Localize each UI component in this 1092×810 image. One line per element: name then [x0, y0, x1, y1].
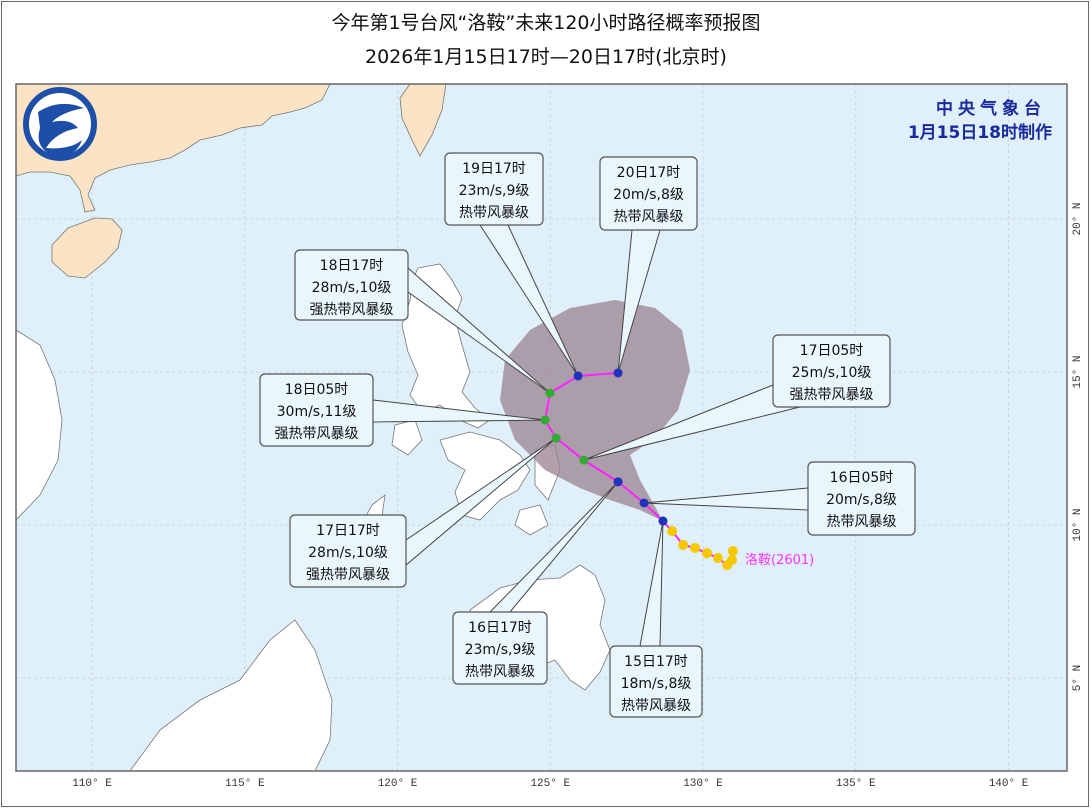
- past-position-marker: [678, 539, 689, 550]
- forecast-wind: 20m/s,8级: [613, 187, 684, 203]
- lon-tick-label: 125° E: [530, 778, 570, 790]
- forecast-position-marker: [658, 516, 668, 526]
- forecast-wind: 23m/s,9级: [459, 183, 530, 199]
- lon-tick-label: 140° E: [989, 778, 1029, 790]
- past-position-marker: [727, 546, 738, 557]
- map-subtitle: 2026年1月15日17时—20日17时(北京时): [365, 46, 727, 68]
- map-border: [15, 83, 1068, 772]
- lat-tick-label: 5° N: [1072, 665, 1084, 691]
- forecast-grade: 热带风暴级: [459, 205, 529, 221]
- lat-tick-label: 10° N: [1072, 508, 1084, 541]
- forecast-grade: 热带风暴级: [465, 664, 535, 680]
- forecast-position-marker: [545, 388, 555, 398]
- lon-tick-label: 120° E: [378, 778, 418, 790]
- forecast-time: 19日17时: [462, 161, 526, 177]
- forecast-position-marker: [613, 368, 623, 378]
- forecast-labels: 15日17时18m/s,8级热带风暴级16日05时20m/s,8级热带风暴级16…: [259, 152, 916, 718]
- luzon-island: [401, 263, 491, 429]
- forecast-wind: 28m/s,10级: [308, 545, 388, 561]
- forecast-wind: 30m/s,11级: [277, 404, 357, 420]
- forecast-time: 16日17时: [468, 620, 532, 636]
- forecast-wind: 18m/s,8级: [621, 676, 692, 692]
- lon-tick-label: 110° E: [72, 778, 112, 790]
- forecast-position-marker: [551, 433, 561, 443]
- map-title: 今年第1号台风“洛鞍”未来120小时路径概率预报图: [331, 12, 761, 34]
- forecast-time: 18日05时: [285, 382, 349, 398]
- past-position-marker: [690, 542, 701, 553]
- forecast-wind: 28m/s,10级: [312, 280, 392, 296]
- forecast-wind: 20m/s,8级: [826, 492, 897, 508]
- forecast-position-marker: [573, 371, 583, 381]
- forecast-position-marker: [540, 415, 550, 425]
- probability-cone: [500, 300, 690, 521]
- agency-name: 中央气象台: [936, 99, 1046, 119]
- forecast-grade: 强热带风暴级: [306, 567, 390, 583]
- forecast-grade: 强热带风暴级: [790, 387, 874, 403]
- lon-tick-label: 135° E: [836, 778, 876, 790]
- hainan-island: [51, 217, 123, 279]
- forecast-time: 17日05时: [800, 343, 864, 359]
- forecast-time: 18日17时: [320, 258, 384, 274]
- forecast-grade: 热带风暴级: [621, 698, 691, 714]
- forecast-time: 17日17时: [316, 523, 380, 539]
- lat-tick-label: 20° N: [1072, 202, 1084, 235]
- issue-time: 1月15日18时制作: [907, 123, 1052, 143]
- forecast-position-marker: [579, 455, 589, 465]
- lat-tick-label: 15° N: [1072, 355, 1084, 388]
- forecast-position-marker: [639, 498, 649, 508]
- past-position-marker: [722, 560, 733, 571]
- forecast-grade: 热带风暴级: [614, 209, 684, 225]
- indochina-land: [16, 329, 63, 521]
- past-position-marker: [667, 526, 678, 537]
- forecast-grade: 强热带风暴级: [310, 302, 394, 318]
- forecast-grade: 强热带风暴级: [275, 426, 359, 442]
- forecast-wind: 23m/s,9级: [465, 642, 536, 658]
- borneo-land: [129, 619, 333, 771]
- forecast-time: 15日17时: [624, 654, 688, 670]
- forecast-wind: 25m/s,10级: [792, 365, 872, 381]
- past-position-marker: [712, 553, 723, 564]
- past-position-marker: [701, 548, 712, 559]
- track-points: [540, 368, 738, 571]
- typhoon-name-label: 洛鞍(2601): [745, 552, 814, 568]
- forecast-grade: 热带风暴级: [827, 514, 897, 530]
- cma-logo: [23, 87, 97, 161]
- forecast-time: 16日05时: [830, 470, 894, 486]
- forecast-callouts: [372, 224, 809, 647]
- taiwan-island: [399, 84, 447, 157]
- axis-labels: 110° E 115° E 120° E 125° E 130° E 135° E 140°…: [72, 202, 1084, 790]
- forecast-time: 20日17时: [617, 165, 681, 181]
- forecast-position-marker: [613, 477, 623, 487]
- lon-tick-label: 115° E: [225, 778, 265, 790]
- lon-tick-label: 130° E: [683, 778, 723, 790]
